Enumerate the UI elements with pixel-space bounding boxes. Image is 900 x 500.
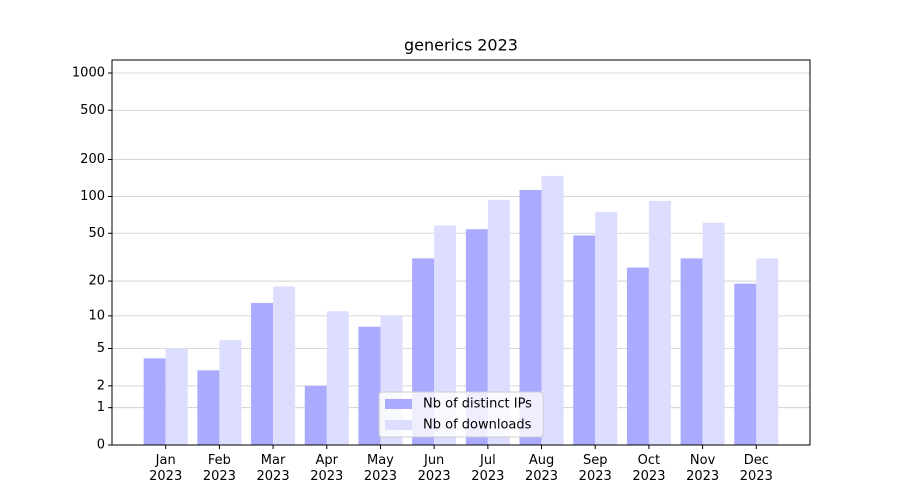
- legend: Nb of distinct IPs Nb of downloads: [378, 391, 544, 438]
- bar: [595, 211, 618, 445]
- y-tick-label: 100: [80, 189, 105, 204]
- plot-frame: [111, 59, 811, 446]
- x-tick-label: May 2023: [363, 453, 397, 484]
- y-tick-label: 0: [97, 438, 105, 453]
- x-tick-label: Dec 2023: [739, 453, 773, 484]
- x-tick-label: Aug 2023: [524, 453, 559, 484]
- bar: [734, 283, 757, 445]
- x-tick-label: Apr 2023: [310, 453, 344, 484]
- bar: [541, 175, 564, 446]
- bar: [465, 229, 488, 445]
- x-tick-label: Jun 2023: [417, 453, 451, 484]
- x-tick-label: Nov 2023: [686, 453, 720, 484]
- bar: [573, 235, 596, 445]
- y-tick-label: 1: [97, 400, 105, 415]
- bar: [519, 189, 542, 445]
- y-tick-label: 1000: [72, 65, 105, 80]
- bar: [273, 286, 296, 445]
- bar: [326, 311, 349, 445]
- x-tick-label: Oct 2023: [632, 453, 666, 484]
- legend-box: [378, 391, 544, 438]
- bar: [165, 348, 188, 445]
- bar: [219, 340, 242, 445]
- y-tick-label: 2: [97, 378, 105, 393]
- bar: [648, 200, 671, 445]
- bar: [626, 267, 649, 445]
- x-tick-label: Jul 2023: [471, 453, 505, 484]
- y-tick-label: 50: [88, 226, 105, 241]
- bar: [143, 358, 166, 445]
- bar: [304, 385, 327, 445]
- bar: [487, 199, 510, 445]
- bar: [434, 225, 457, 445]
- legend-label: Nb of distinct IPs: [423, 397, 532, 412]
- y-tick-label: 20: [88, 274, 105, 289]
- bar: [358, 326, 381, 445]
- legend-swatch: [385, 420, 412, 430]
- y-tick-label: 10: [88, 308, 105, 323]
- y-tick-label: 500: [80, 103, 105, 118]
- legend-swatch: [385, 399, 412, 409]
- bar: [251, 302, 274, 445]
- bar: [680, 258, 703, 445]
- y-tick-label: 200: [80, 152, 105, 167]
- y-tick-label: 5: [97, 341, 105, 356]
- bar: [197, 370, 220, 445]
- x-tick-label: Mar 2023: [256, 453, 290, 484]
- x-tick-label: Jan 2023: [149, 453, 183, 484]
- bar: [702, 222, 725, 445]
- legend-label: Nb of downloads: [423, 418, 532, 433]
- chart-title: generics 2023: [404, 36, 518, 55]
- x-tick-label: Sep 2023: [578, 453, 612, 484]
- x-tick-label: Feb 2023: [202, 453, 236, 484]
- bar: [756, 258, 779, 445]
